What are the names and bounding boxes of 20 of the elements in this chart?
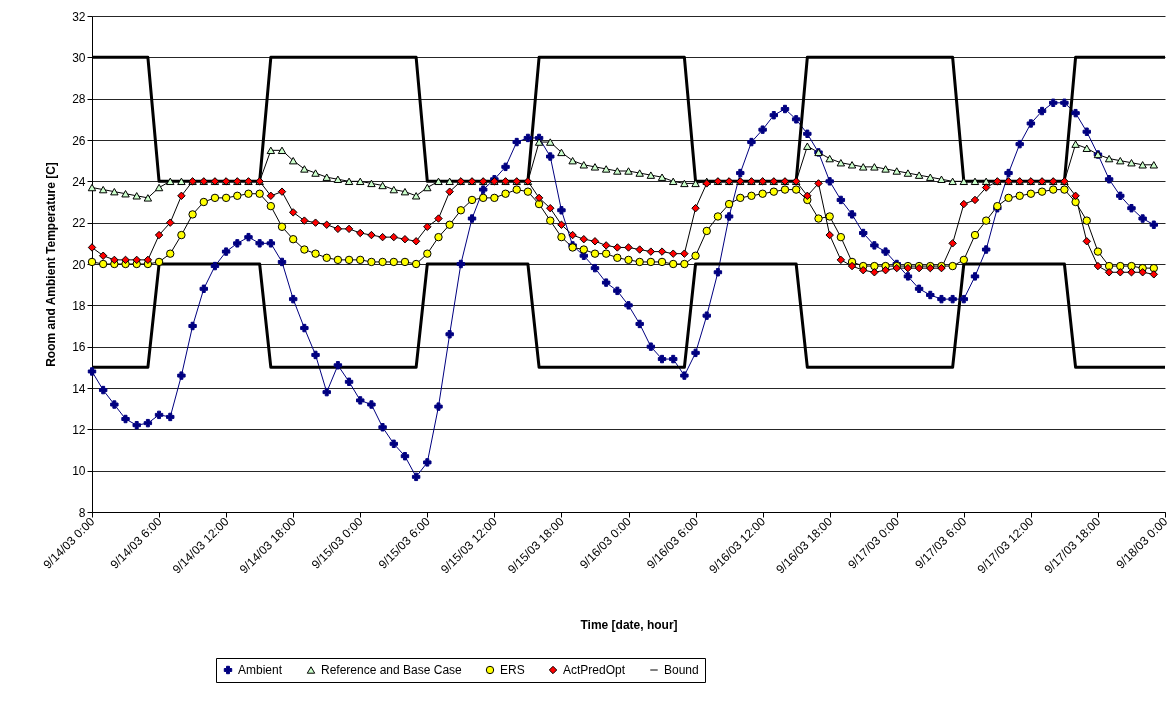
y-tick-label: 28 [72, 92, 86, 107]
legend-label: Ambient [238, 663, 283, 677]
y-tick-label: 14 [72, 381, 86, 396]
legend-label: ActPredOpt [563, 663, 626, 677]
y-tick-label: 30 [72, 50, 86, 65]
y-tick-label: 26 [72, 133, 86, 148]
x-axis-title: Time [date, hour] [580, 617, 678, 632]
legend-label: Reference and Base Case [321, 663, 463, 677]
y-tick-label: 32 [72, 9, 86, 24]
y-tick-label: 20 [72, 257, 86, 272]
y-tick-label: 12 [72, 422, 86, 437]
y-axis-title: Room and Ambient Temperature [C] [44, 162, 59, 367]
legend-label: Bound [664, 663, 699, 677]
legend-label: ERS [500, 663, 525, 677]
y-tick-label: 8 [78, 505, 86, 520]
y-tick-label: 10 [72, 464, 86, 479]
y-tick-label: 18 [72, 298, 86, 313]
y-tick-label: 22 [72, 216, 86, 231]
y-tick-label: 24 [72, 174, 86, 189]
y-tick-label: 16 [72, 340, 86, 355]
